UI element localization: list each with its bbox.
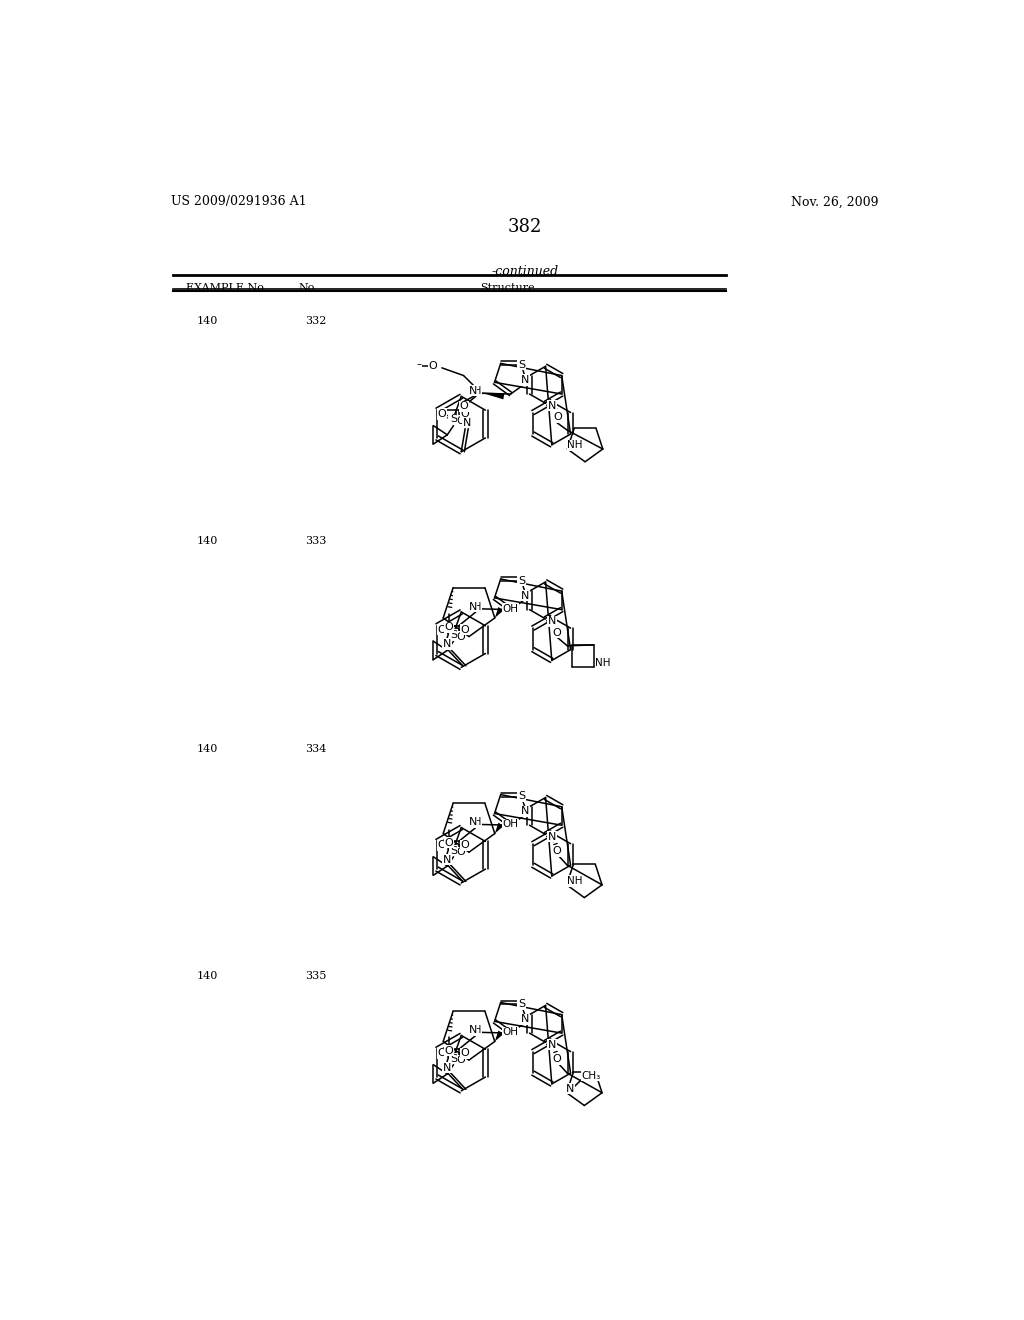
Text: N: N [548, 616, 556, 626]
Text: O: O [428, 362, 437, 371]
Text: O: O [553, 846, 561, 857]
Text: N: N [469, 817, 477, 828]
Text: CH₃: CH₃ [582, 1071, 601, 1081]
Text: OH: OH [503, 1027, 518, 1038]
Text: O: O [461, 409, 469, 418]
Text: O: O [459, 401, 468, 412]
Text: O: O [461, 841, 469, 850]
Text: EXAMPLE No.: EXAMPLE No. [186, 284, 267, 293]
Text: Nov. 26, 2009: Nov. 26, 2009 [791, 195, 879, 209]
Text: O: O [554, 412, 562, 422]
Polygon shape [480, 392, 505, 400]
Text: 140: 140 [197, 536, 217, 545]
Text: OH: OH [503, 603, 518, 614]
Text: O: O [553, 1055, 561, 1064]
Text: 333: 333 [305, 536, 326, 545]
Text: NH: NH [567, 440, 583, 450]
Text: N: N [521, 590, 529, 601]
Text: No.: No. [299, 284, 318, 293]
Text: O: O [444, 1045, 454, 1056]
Text: H: H [474, 1026, 482, 1035]
Text: O: O [456, 631, 465, 642]
Polygon shape [495, 822, 504, 833]
Text: N: N [548, 400, 556, 411]
Text: S: S [450, 414, 457, 425]
Text: S: S [450, 846, 457, 855]
Text: 140: 140 [197, 970, 217, 981]
Text: NH: NH [595, 657, 610, 668]
Text: H: H [474, 602, 482, 611]
Text: O: O [444, 838, 454, 847]
Text: -continued: -continued [492, 264, 558, 277]
Text: N: N [442, 1063, 451, 1073]
Text: O: O [437, 1048, 446, 1059]
Text: S: S [518, 999, 525, 1008]
Text: OH: OH [503, 820, 518, 829]
Text: S: S [450, 1053, 457, 1064]
Text: Structure: Structure [480, 284, 536, 293]
Text: S: S [518, 576, 525, 586]
Text: O: O [456, 1055, 465, 1065]
Text: 334: 334 [305, 743, 326, 754]
Text: O: O [437, 624, 446, 635]
Text: N: N [469, 602, 477, 611]
Text: O: O [553, 628, 561, 638]
Text: S: S [518, 791, 525, 801]
Text: O: O [456, 847, 465, 857]
Text: O: O [437, 841, 446, 850]
Text: O: O [461, 1048, 469, 1059]
Text: US 2009/0291936 A1: US 2009/0291936 A1 [171, 195, 306, 209]
Text: N: N [521, 807, 529, 816]
Text: NH: NH [566, 876, 583, 886]
Text: N: N [469, 1026, 477, 1035]
Text: N: N [566, 1084, 574, 1094]
Text: O: O [461, 624, 469, 635]
Text: S: S [518, 360, 525, 370]
Polygon shape [495, 607, 504, 618]
Text: 332: 332 [305, 317, 326, 326]
Text: N: N [548, 1040, 556, 1049]
Text: N: N [442, 639, 451, 649]
Text: 140: 140 [197, 743, 217, 754]
Text: N: N [521, 1014, 529, 1024]
Text: N: N [463, 417, 471, 428]
Text: –: – [416, 359, 421, 370]
Text: O: O [444, 622, 454, 632]
Text: H: H [474, 817, 482, 828]
Text: O: O [437, 409, 446, 418]
Text: 382: 382 [508, 218, 542, 236]
Text: N: N [442, 854, 451, 865]
Text: H: H [474, 385, 482, 396]
Text: S: S [450, 630, 457, 640]
Text: N: N [521, 375, 529, 385]
Polygon shape [495, 1031, 504, 1041]
Text: N: N [548, 832, 556, 842]
Text: O: O [456, 416, 465, 426]
Text: N: N [469, 385, 477, 396]
Text: 140: 140 [197, 317, 217, 326]
Text: 335: 335 [305, 970, 326, 981]
